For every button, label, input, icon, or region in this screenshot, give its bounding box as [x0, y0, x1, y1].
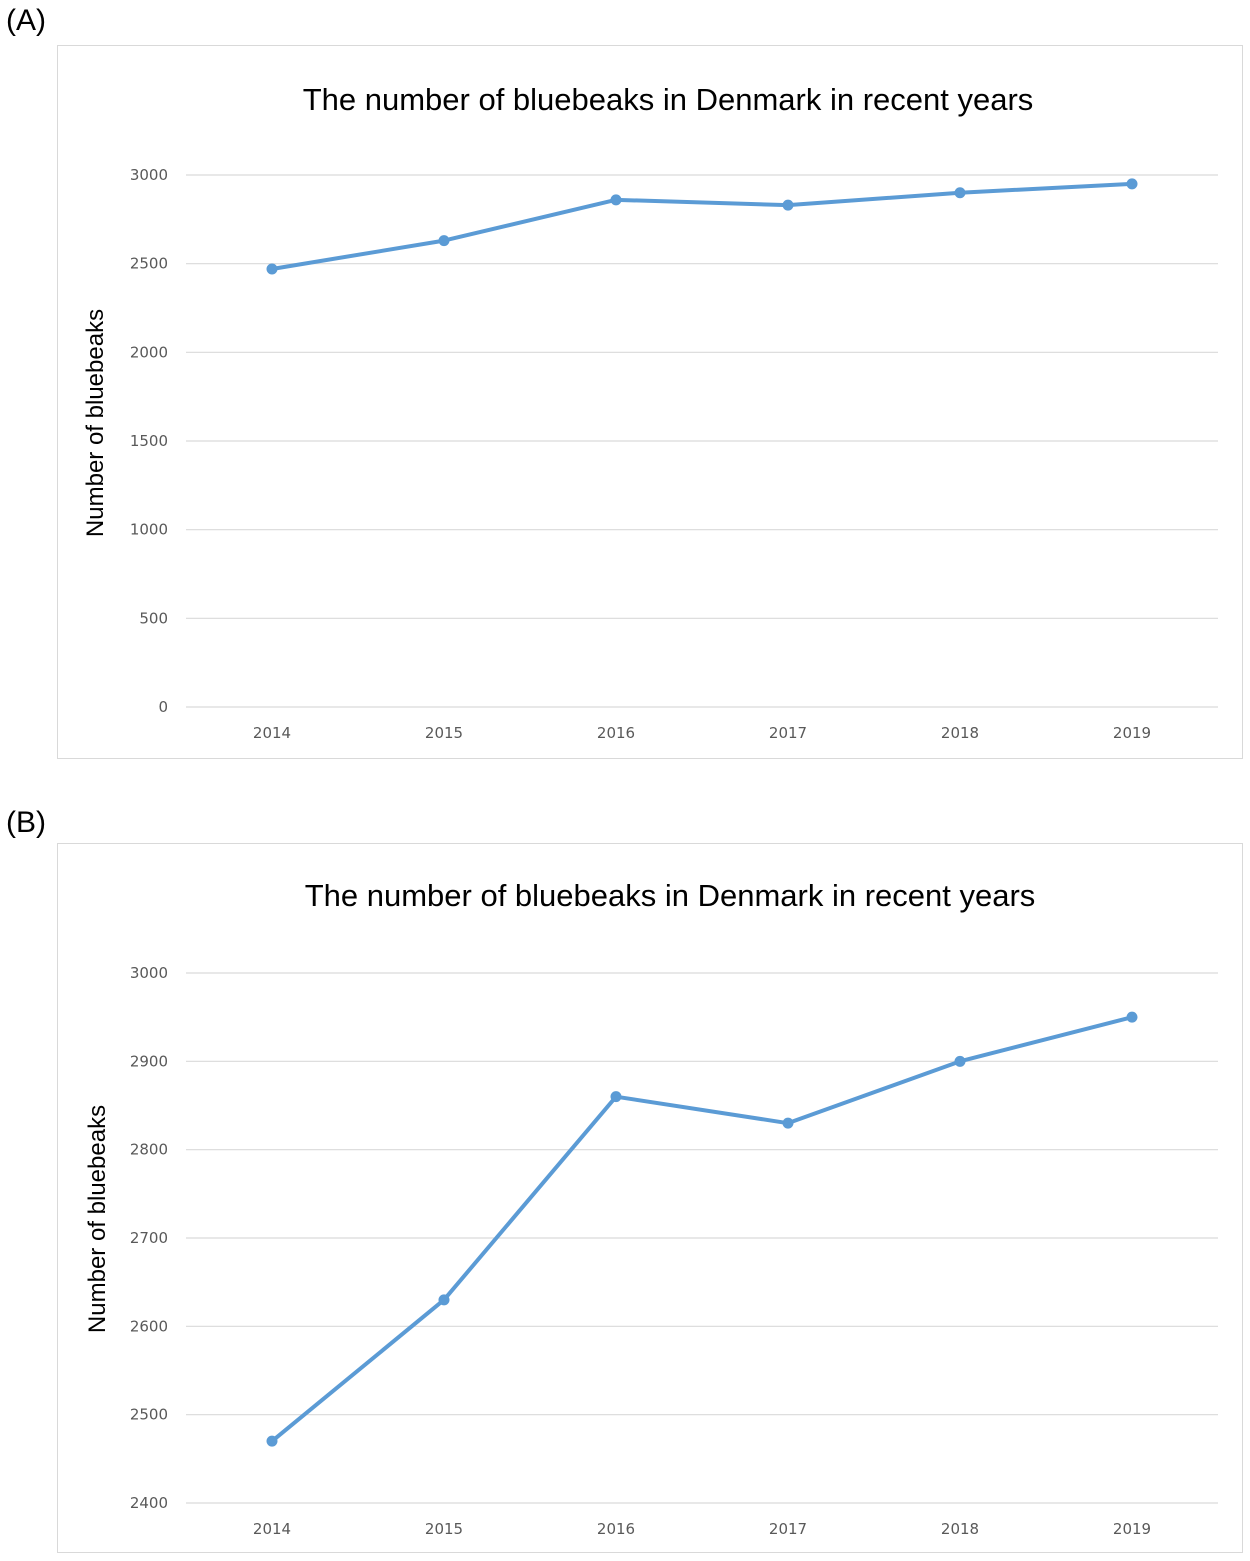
y-tick-label: 0: [158, 698, 168, 716]
data-point-2017: [782, 1117, 794, 1129]
data-point-2016: [610, 1091, 622, 1103]
x-tick-label: 2018: [941, 1520, 979, 1538]
x-tick-label: 2019: [1113, 1520, 1151, 1538]
data-point-2014: [266, 1435, 278, 1447]
data-point-2016: [610, 194, 622, 206]
y-axis-label: Number of bluebeaks: [84, 1105, 111, 1333]
x-tick-label: 2019: [1113, 724, 1151, 742]
chart-title: The number of bluebeaks in Denmark in re…: [303, 82, 1034, 117]
y-tick-label: 2400: [130, 1494, 168, 1512]
chart-title: The number of bluebeaks in Denmark in re…: [305, 878, 1036, 913]
y-axis-label: Number of bluebeaks: [82, 309, 109, 537]
data-point-2018: [954, 1055, 966, 1067]
series-line: [270, 181, 1134, 271]
y-tick-label: 3000: [130, 964, 168, 982]
chart-panel-a: The number of bluebeaks in Denmark in re…: [57, 45, 1243, 759]
x-tick-label: 2017: [769, 1520, 807, 1538]
y-tick-label: 2900: [130, 1052, 168, 1070]
x-tick-label: 2014: [253, 1520, 291, 1538]
data-point-2019: [1126, 1011, 1138, 1023]
x-tick-label: 2017: [769, 724, 807, 742]
y-tick-label: 2500: [130, 1406, 168, 1424]
data-point-2015: [438, 1294, 450, 1306]
chart-svg: The number of bluebeaks in Denmark in re…: [84, 878, 1218, 1538]
x-tick-label: 2015: [425, 1520, 463, 1538]
data-point-2015: [438, 235, 450, 247]
y-tick-label: 1500: [130, 432, 168, 450]
data-point-2017: [782, 199, 794, 211]
y-tick-label: 2500: [130, 255, 168, 273]
x-tick-label: 2015: [425, 724, 463, 742]
y-tick-label: 2700: [130, 1229, 168, 1247]
data-point-2018: [954, 187, 966, 199]
x-tick-label: 2014: [253, 724, 291, 742]
panel-label-b: (B): [6, 806, 46, 839]
x-tick-label: 2016: [597, 1520, 635, 1538]
data-point-2014: [266, 263, 278, 275]
chart-panel-b: The number of bluebeaks in Denmark in re…: [57, 843, 1243, 1553]
chart-svg: The number of bluebeaks in Denmark in re…: [82, 82, 1218, 742]
y-tick-label: 2600: [130, 1317, 168, 1335]
x-tick-label: 2018: [941, 724, 979, 742]
y-tick-label: 500: [139, 609, 168, 627]
data-point-2019: [1126, 178, 1138, 190]
series-line: [270, 1015, 1134, 1444]
y-tick-label: 3000: [130, 166, 168, 184]
x-tick-label: 2016: [597, 724, 635, 742]
panel-label-a: (A): [6, 4, 46, 37]
y-tick-label: 1000: [130, 521, 168, 539]
y-tick-label: 2800: [130, 1141, 168, 1159]
y-tick-label: 2000: [130, 343, 168, 361]
